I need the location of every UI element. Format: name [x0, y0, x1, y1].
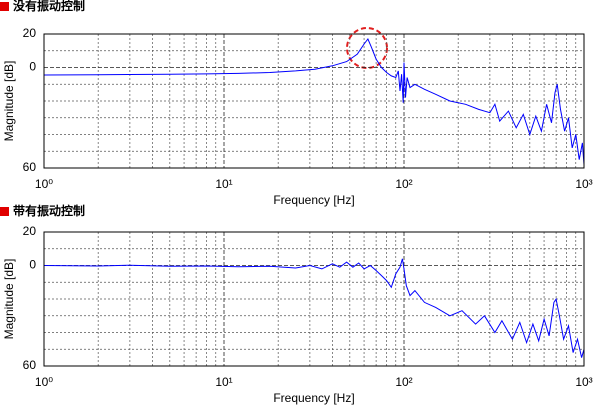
title-marker — [0, 207, 9, 216]
y-tick-label: 0 — [29, 60, 36, 74]
y-tick-label: 0 — [29, 258, 36, 272]
x-tick-label: 10² — [395, 177, 412, 191]
y-tick-label: 60 — [23, 160, 37, 174]
title-marker — [0, 2, 9, 11]
x-tick-label: 10¹ — [215, 177, 232, 191]
y-tick-label: 20 — [23, 26, 37, 40]
x-tick-label: 10⁰ — [35, 375, 53, 389]
x-tick-label: 10² — [395, 375, 412, 389]
chart-title: 带有振动控制 — [13, 203, 85, 218]
plot: 带有振动控制 10⁰ 10¹ 10² 10³ 20 0 60 Frequency [Hz] Mag… — [2, 203, 593, 405]
highlight-circle — [346, 27, 388, 69]
y-tick-label: 20 — [23, 224, 37, 238]
chart-title: 没有振动控制 — [13, 0, 85, 13]
x-axis-label: Frequency [Hz] — [273, 391, 354, 405]
x-tick-label: 10³ — [575, 177, 592, 191]
line-series — [44, 38, 584, 165]
plot: 没有振动控制 10⁰ 10¹ 10² 10³ 20 0 60 Frequency [Hz] Mag… — [2, 0, 593, 207]
line-series — [44, 258, 584, 358]
y-axis-label: Magnitude [dB] — [2, 259, 16, 340]
x-axis-label: Frequency [Hz] — [273, 193, 354, 207]
plot-border — [43, 231, 585, 367]
x-tick-label: 10¹ — [215, 375, 232, 389]
y-tick-label: 60 — [23, 358, 37, 372]
x-tick-label: 10³ — [575, 375, 592, 389]
plot-border — [43, 33, 585, 169]
x-tick-label: 10⁰ — [35, 177, 53, 191]
y-axis-label: Magnitude [dB] — [2, 61, 16, 142]
